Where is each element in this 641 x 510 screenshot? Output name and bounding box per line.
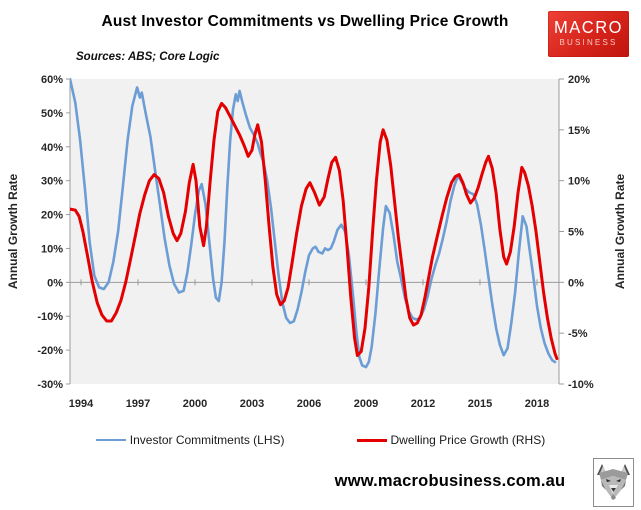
right-axis-tick-label: -5% xyxy=(568,328,588,340)
left-axis-title: Annual Growth Rate xyxy=(6,174,20,290)
legend-label: Dwelling Price Growth (RHS) xyxy=(390,433,546,447)
dwelling-price-growth-line-swatch xyxy=(356,438,387,442)
x-axis-tick-label: 2000 xyxy=(183,398,207,410)
macrobusiness-logo: MACRO BUSINESS xyxy=(548,11,629,57)
left-axis-tick-label: 0% xyxy=(47,277,63,289)
dwelling-price-growth-line xyxy=(70,101,559,361)
left-axis-tick-label: 30% xyxy=(41,176,63,188)
legend-item-dwelling-price-growth: Dwelling Price Growth (RHS) xyxy=(356,433,546,447)
right-axis-tick-label: 10% xyxy=(568,176,590,188)
plot-area xyxy=(70,79,559,384)
x-axis-tick-label: 1997 xyxy=(126,398,150,410)
x-axis-tick-label: 2006 xyxy=(297,398,321,410)
x-axis-tick-label: 2009 xyxy=(354,398,378,410)
logo-text-business: BUSINESS xyxy=(559,38,618,47)
right-axis-tick-label: 5% xyxy=(568,227,584,239)
logo-text-macro: MACRO xyxy=(554,18,623,38)
legend-item-investor-commitments: Investor Commitments (LHS) xyxy=(95,433,285,447)
wolf-icon xyxy=(593,458,634,507)
right-axis-tick-label: 15% xyxy=(568,125,590,137)
legend-label: Investor Commitments (LHS) xyxy=(129,433,285,447)
investor-commitments-line-swatch xyxy=(95,439,126,441)
left-axis-tick-label: -20% xyxy=(37,345,63,357)
left-axis-tick-label: -10% xyxy=(37,311,63,323)
left-axis-tick-label: 60% xyxy=(41,74,63,86)
x-axis-tick-label: 2018 xyxy=(525,398,549,410)
right-axis-tick-label: 20% xyxy=(568,74,590,86)
chart-legend: Investor Commitments (LHS) Dwelling Pric… xyxy=(0,433,641,447)
website-url: www.macrobusiness.com.au xyxy=(334,472,566,490)
wolf-head-logo xyxy=(593,458,634,507)
left-axis-tick-label: 20% xyxy=(41,210,63,222)
left-axis-tick-label: 10% xyxy=(41,243,63,255)
left-axis-tick-label: 40% xyxy=(41,142,63,154)
x-axis-tick-label: 2012 xyxy=(411,398,435,410)
x-axis-tick-label: 2003 xyxy=(240,398,264,410)
source-note: Sources: ABS; Core Logic xyxy=(76,51,220,63)
x-axis-tick-label: 2015 xyxy=(468,398,492,410)
right-axis-title: Annual Growth Rate xyxy=(613,174,627,290)
right-axis-tick-label: 0% xyxy=(568,277,584,289)
page-title: Aust Investor Commitments vs Dwelling Pr… xyxy=(101,13,509,30)
left-axis-tick-label: -30% xyxy=(37,379,63,391)
right-axis-tick-label: -10% xyxy=(568,379,594,391)
x-axis-tick-label: 1994 xyxy=(69,398,94,410)
left-axis-tick-label: 50% xyxy=(41,108,63,120)
